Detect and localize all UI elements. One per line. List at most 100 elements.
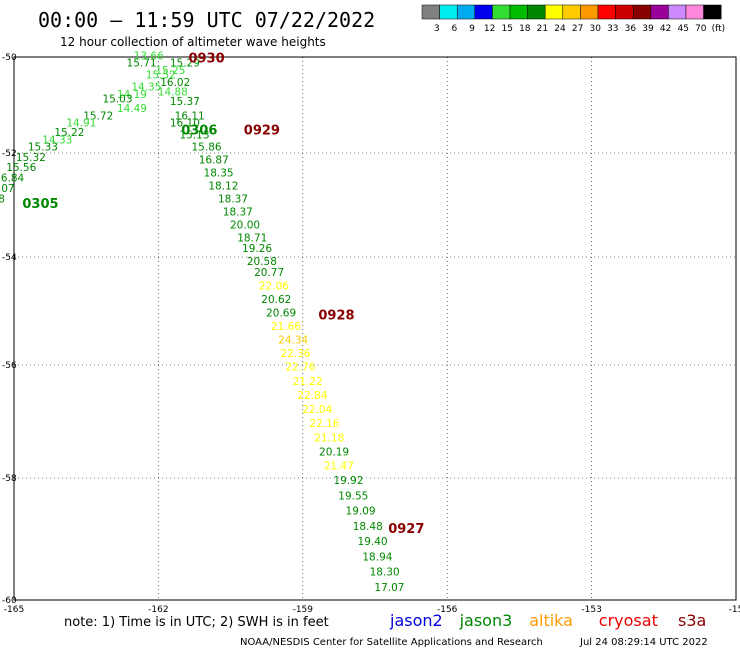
wave-height-value: 15.13 bbox=[179, 130, 209, 142]
colorbar-swatch bbox=[456, 4, 476, 20]
wave-height-value: 22.84 bbox=[297, 390, 327, 402]
wave-height-value: 20.69 bbox=[266, 307, 296, 319]
satellite-legend-jason3: jason3 bbox=[459, 611, 513, 630]
wave-height-value: 16.11 bbox=[175, 110, 205, 122]
y-tick-label: -54 bbox=[2, 253, 17, 263]
satellite-legend: jason2 jason3 altika cryosat s3a bbox=[389, 611, 706, 630]
pass-time-label: 0927 bbox=[388, 522, 424, 537]
colorbar-swatch bbox=[668, 4, 687, 20]
x-tick-label: -156 bbox=[437, 605, 458, 615]
wave-height-value: 16.87 bbox=[199, 154, 229, 166]
wave-height-value: 18.12 bbox=[208, 180, 238, 192]
wave-height-value: 16.98 bbox=[0, 193, 5, 205]
wave-height-value: 15.71 bbox=[127, 58, 157, 70]
wave-height-value: 21.22 bbox=[293, 376, 323, 388]
colorbar-swatch bbox=[421, 4, 440, 20]
wave-height-value: 22.36 bbox=[281, 348, 311, 360]
wave-height-value: 15.29 bbox=[170, 58, 200, 70]
x-tick-label: -153 bbox=[581, 605, 601, 615]
x-tick-label: -162 bbox=[148, 605, 168, 615]
wave-height-value: 15.33 bbox=[28, 142, 58, 154]
colorbar-swatch bbox=[580, 4, 599, 20]
wave-height-value: 18.37 bbox=[223, 206, 253, 218]
wave-height-value: 16.84 bbox=[0, 173, 25, 185]
wave-height-value: 22.16 bbox=[309, 418, 339, 430]
wave-height-value: 18.48 bbox=[353, 521, 383, 533]
wave-height-value: 18.37 bbox=[218, 193, 248, 205]
colorbar-label: 30 bbox=[589, 24, 601, 34]
colorbar-legend: 3 6 9 12 15 18 21 24 27 30 33 36 39 42 45 70 (ft) bbox=[421, 4, 726, 34]
colorbar-swatch bbox=[632, 4, 652, 20]
colorbar-swatch bbox=[544, 4, 564, 20]
wave-height-value: 19.09 bbox=[346, 506, 376, 518]
map-grid bbox=[14, 57, 736, 600]
footer-note: note: 1) Time is in UTC; 2) SWH is in fe… bbox=[64, 615, 329, 630]
y-tick-label: -60 bbox=[2, 596, 17, 606]
colorbar-label: 39 bbox=[642, 24, 654, 34]
pass-time-label: 0929 bbox=[244, 123, 280, 138]
wave-height-value: 14.35 bbox=[131, 82, 161, 94]
wave-height-value: 15.37 bbox=[170, 96, 200, 108]
colorbar-swatch bbox=[685, 4, 704, 20]
wave-height-value: 15.72 bbox=[83, 110, 113, 122]
colorbar-swatch bbox=[439, 4, 458, 20]
colorbar-label: 24 bbox=[554, 24, 566, 34]
pass-time-label: 0305 bbox=[22, 197, 58, 212]
wave-height-value: 20.58 bbox=[247, 256, 277, 268]
wave-height-value: 18.94 bbox=[362, 551, 392, 563]
wave-height-value: 18.35 bbox=[204, 167, 234, 179]
wave-height-value: 15.25 bbox=[155, 65, 185, 77]
wave-height-value: 16.02 bbox=[160, 77, 190, 89]
wave-height-value: 19.26 bbox=[242, 243, 272, 255]
wave-height-value: 14.49 bbox=[117, 103, 147, 115]
axes-tick-labels: -165 -162 -159 -156 -153 -15 -50 -52 -54 -56 -58 -6… bbox=[2, 53, 740, 615]
wave-height-value: 17.07 bbox=[374, 582, 404, 594]
colorbar-swatch bbox=[527, 4, 546, 20]
satellite-legend-jason2: jason2 bbox=[389, 611, 443, 630]
colorbar-label: 6 bbox=[452, 24, 458, 34]
wave-height-value: 16.10 bbox=[170, 118, 200, 130]
wave-height-value: 15.52 bbox=[146, 70, 176, 82]
x-tick-label: -15 bbox=[729, 605, 740, 615]
colorbar-label: 33 bbox=[607, 24, 618, 34]
wave-height-value: 24.34 bbox=[278, 334, 308, 346]
wave-height-value: 20.62 bbox=[261, 294, 291, 306]
wave-height-value: 16.07 bbox=[0, 183, 15, 195]
wave-height-value: 15.56 bbox=[6, 162, 36, 174]
colorbar-label: (ft) bbox=[712, 24, 726, 34]
satellite-legend-cryosat: cryosat bbox=[599, 611, 658, 630]
pass-time-labels: 0930 0306 0929 0305 0928 0927 bbox=[22, 51, 424, 536]
wave-height-value: 21.47 bbox=[324, 461, 354, 473]
colorbar-swatch bbox=[650, 4, 669, 20]
colorbar-swatch bbox=[474, 4, 493, 20]
x-tick-label: -165 bbox=[4, 605, 24, 615]
chart-title: 00:00 — 11:59 UTC 07/22/2022 bbox=[38, 8, 375, 32]
pass-time-label: 0928 bbox=[318, 308, 354, 323]
colorbar-label: 21 bbox=[537, 24, 548, 34]
colorbar-label: 12 bbox=[484, 24, 495, 34]
colorbar-label: 42 bbox=[660, 24, 671, 34]
wave-height-value: 22.06 bbox=[259, 280, 289, 292]
y-tick-label: -50 bbox=[2, 53, 17, 63]
wave-height-value: 15.86 bbox=[192, 142, 222, 154]
wave-height-value: 19.55 bbox=[338, 490, 368, 502]
colorbar-swatch bbox=[562, 4, 581, 20]
colorbar-label: 36 bbox=[625, 24, 637, 34]
wave-height-value: 15.03 bbox=[102, 94, 132, 106]
colorbar-label: 3 bbox=[434, 24, 440, 34]
wave-height-value: 15.32 bbox=[16, 152, 46, 164]
wave-height-value: 21.66 bbox=[271, 321, 301, 333]
pass-time-label: 0930 bbox=[188, 51, 224, 66]
wave-height-value: 14.91 bbox=[66, 118, 96, 130]
y-tick-label: -56 bbox=[2, 361, 17, 371]
colorbar-label: 18 bbox=[519, 24, 531, 34]
satellite-legend-s3a: s3a bbox=[678, 611, 706, 630]
wave-height-value: 22.76 bbox=[285, 362, 315, 374]
colorbar-swatch bbox=[597, 4, 616, 20]
wave-height-value: 14.33 bbox=[42, 134, 72, 146]
wave-height-value: 20.77 bbox=[254, 267, 284, 279]
wave-height-value: 19.40 bbox=[358, 536, 388, 548]
wave-height-value: 14.19 bbox=[117, 89, 147, 101]
